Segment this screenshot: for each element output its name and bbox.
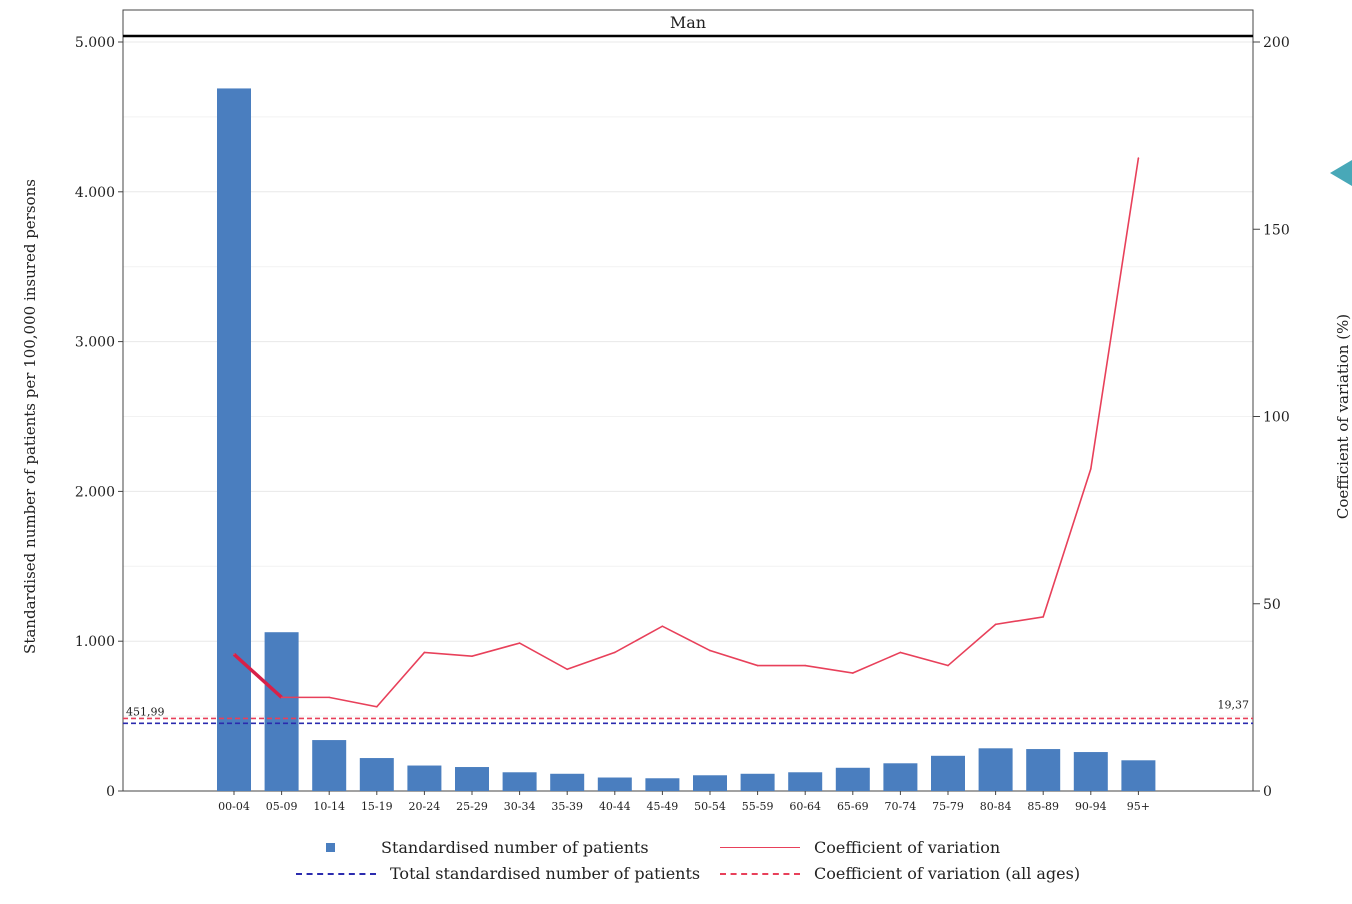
bar	[1073, 752, 1108, 791]
left-tick-label: 0	[106, 784, 115, 800]
x-tick-label: 30-34	[504, 800, 536, 813]
cov-point	[994, 623, 997, 626]
x-tick-label: 85-89	[1027, 800, 1059, 813]
x-tick-label: 75-79	[932, 800, 964, 813]
cov-point	[518, 642, 521, 644]
x-tick-label: 95+	[1127, 800, 1150, 813]
legend-item-bar: Standardised number of patients	[290, 838, 649, 857]
x-tick-label: 40-44	[599, 800, 631, 813]
cov-point	[661, 625, 664, 628]
bar	[883, 763, 918, 791]
cov-point	[280, 696, 283, 699]
right-tick-label: 100	[1263, 410, 1290, 426]
cov-point	[1137, 157, 1140, 159]
cov-point	[852, 672, 854, 674]
cov-point	[328, 696, 331, 699]
legend-line-swatch	[720, 847, 800, 848]
cov-point	[899, 651, 902, 654]
bar	[407, 765, 442, 791]
bar	[693, 775, 727, 791]
legend-cov-all-swatch	[720, 872, 800, 875]
bar	[788, 772, 823, 791]
cov-point	[423, 651, 426, 654]
legend-total-label: Total standardised number of patients	[390, 864, 701, 883]
x-tick-label: 70-74	[885, 800, 917, 813]
reference-label: 19,37	[1218, 698, 1250, 711]
bar	[1026, 749, 1061, 791]
plot-frame	[122, 9, 1254, 792]
bar	[312, 740, 347, 791]
x-tick-label: 10-14	[313, 800, 345, 813]
reference-label: 451,99	[126, 705, 165, 718]
right-axis-title: Coefficient of variation (%)	[1334, 314, 1352, 519]
x-tick-label: 15-19	[361, 800, 393, 813]
x-tick-label: 45-49	[647, 800, 679, 813]
legend: Standardised number of patients Coeffici…	[290, 836, 1110, 892]
legend-item-total: Total standardised number of patients	[296, 864, 700, 883]
bar	[455, 767, 489, 791]
bar	[645, 778, 680, 791]
x-tick-label: 55-59	[742, 800, 774, 813]
cov-point	[804, 664, 806, 667]
cov-point	[376, 705, 378, 708]
legend-cov-all-label: Coefficient of variation (all ages)	[814, 864, 1081, 883]
panel-title: Man	[670, 13, 706, 32]
cov-line-highlight	[232, 653, 283, 699]
legend-item-cov-all: Coefficient of variation (all ages)	[720, 864, 1080, 883]
x-tick-label: 50-54	[694, 800, 726, 813]
cov-point	[471, 655, 473, 657]
bar	[264, 632, 299, 791]
right-tick-label: 50	[1263, 597, 1281, 613]
x-tick-label: 00-04	[218, 800, 250, 813]
bar	[835, 767, 870, 791]
legend-line-label: Coefficient of variation	[814, 838, 1001, 857]
x-tick-label: 35-39	[551, 800, 583, 813]
bar	[1121, 760, 1156, 791]
left-tick-label: 2.000	[75, 484, 115, 500]
bar	[502, 772, 537, 791]
cov-point	[709, 649, 711, 652]
x-tick-label: 90-94	[1075, 800, 1107, 813]
cov-point	[947, 664, 949, 667]
bar	[597, 777, 632, 791]
bar	[931, 755, 965, 791]
x-tick-label: 05-09	[266, 800, 298, 813]
bar	[978, 748, 1013, 791]
legend-bar-swatch	[326, 843, 335, 852]
cov-line	[233, 157, 1140, 708]
collapse-arrow-icon[interactable]	[1330, 160, 1352, 186]
x-tick-label: 60-64	[789, 800, 821, 813]
left-tick-label: 5.000	[75, 35, 115, 51]
bar	[217, 88, 251, 792]
left-tick-label: 1.000	[75, 634, 115, 650]
bar	[359, 758, 394, 791]
right-tick-label: 150	[1263, 222, 1290, 238]
right-tick-label: 0	[1263, 784, 1272, 800]
left-tick-label: 3.000	[75, 335, 115, 351]
x-tick-label: 65-69	[837, 800, 869, 813]
cov-point	[1042, 616, 1044, 618]
left-axis-title: Standardised number of patients per 100,…	[21, 179, 39, 654]
bar	[550, 773, 585, 791]
cov-point	[566, 668, 568, 671]
legend-item-line: Coefficient of variation	[720, 838, 1000, 857]
x-tick-label: 80-84	[980, 800, 1012, 813]
left-tick-label: 4.000	[75, 185, 115, 201]
cov-point	[756, 664, 759, 667]
cov-point	[1090, 468, 1092, 470]
cov-point	[614, 651, 616, 654]
right-tick-label: 200	[1263, 35, 1290, 51]
cov-point	[233, 653, 235, 656]
x-tick-label: 20-24	[409, 800, 441, 813]
legend-total-swatch	[296, 872, 376, 875]
bar	[740, 773, 775, 791]
legend-bar-label: Standardised number of patients	[381, 838, 649, 857]
x-tick-label: 25-29	[456, 800, 488, 813]
